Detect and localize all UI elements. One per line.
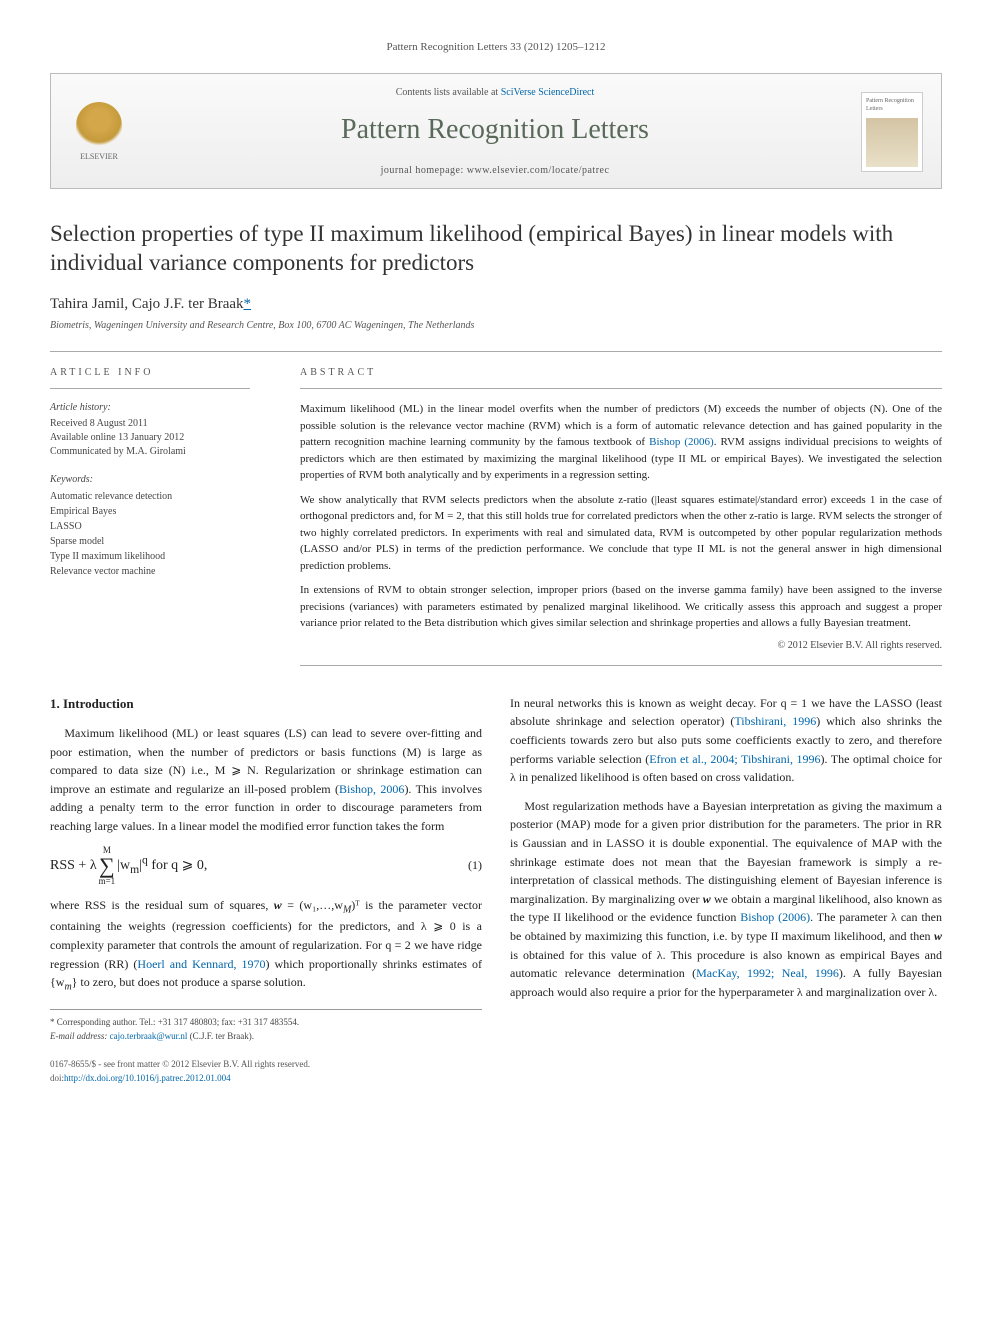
ref-link[interactable]: MacKay, 1992; Neal, 1996: [696, 966, 839, 980]
ref-link[interactable]: Efron et al., 2004; Tibshirani, 1996: [649, 752, 820, 766]
left-column: 1. Introduction Maximum likelihood (ML) …: [50, 694, 482, 1086]
top-citation: Pattern Recognition Letters 33 (2012) 12…: [50, 40, 942, 55]
section-heading: 1. Introduction: [50, 694, 482, 714]
footnotes: * Corresponding author. Tel.: +31 317 48…: [50, 1009, 482, 1044]
article-info-column: ARTICLE INFO Article history: Received 8…: [50, 366, 270, 666]
email-link[interactable]: cajo.terbraak@wur.nl: [110, 1031, 188, 1041]
keyword: Sparse model: [50, 534, 250, 549]
issn-line: 0167-8655/$ - see front matter © 2012 El…: [50, 1058, 482, 1072]
contents-available-line: Contents lists available at SciVerse Sci…: [129, 86, 861, 100]
sciencedirect-link[interactable]: SciVerse ScienceDirect: [501, 87, 595, 98]
doi-label: doi:: [50, 1073, 64, 1083]
keyword: LASSO: [50, 519, 250, 534]
journal-homepage: journal homepage: www.elsevier.com/locat…: [129, 164, 861, 178]
ref-link[interactable]: Bishop, 2006: [339, 782, 404, 796]
bottom-copyright-block: 0167-8655/$ - see front matter © 2012 El…: [50, 1058, 482, 1086]
equation-1: RSS + λM∑m=1|wm|q for q ⩾ 0, (1): [50, 846, 482, 886]
email-footnote: E-mail address: cajo.terbraak@wur.nl (C.…: [50, 1030, 482, 1044]
article-history-label: Article history:: [50, 401, 250, 415]
abstract-body: Maximum likelihood (ML) in the linear mo…: [300, 401, 942, 666]
keyword: Empirical Bayes: [50, 504, 250, 519]
keyword: Automatic relevance detection: [50, 489, 250, 504]
elsevier-logo: ELSEVIER: [69, 97, 129, 167]
journal-header: ELSEVIER Contents lists available at Sci…: [50, 73, 942, 188]
doi-link[interactable]: http://dx.doi.org/10.1016/j.patrec.2012.…: [64, 1073, 231, 1083]
keyword: Type II maximum likelihood: [50, 549, 250, 564]
corresponding-author-marker[interactable]: *: [244, 296, 252, 312]
body-columns: 1. Introduction Maximum likelihood (ML) …: [50, 694, 942, 1086]
keywords-list: Automatic relevance detection Empirical …: [50, 489, 250, 579]
ref-link[interactable]: Hoerl and Kennard, 1970: [137, 957, 265, 971]
corresponding-footnote: * Corresponding author. Tel.: +31 317 48…: [50, 1016, 482, 1030]
keywords-label: Keywords:: [50, 473, 250, 487]
keyword: Relevance vector machine: [50, 564, 250, 579]
ref-link[interactable]: Bishop (2006): [649, 436, 714, 448]
abstract-copyright: © 2012 Elsevier B.V. All rights reserved…: [300, 638, 942, 653]
ref-link[interactable]: Bishop (2006): [740, 910, 810, 924]
ref-link[interactable]: Tibshirani, 1996: [734, 714, 816, 728]
affiliation: Biometris, Wageningen University and Res…: [50, 319, 942, 333]
equation-number: (1): [468, 856, 482, 875]
journal-cover-thumbnail: Pattern Recognition Letters: [861, 92, 923, 172]
abstract-heading: ABSTRACT: [300, 366, 942, 389]
authors-line: Tahira Jamil, Cajo J.F. ter Braak*: [50, 294, 942, 315]
abstract-column: ABSTRACT Maximum likelihood (ML) in the …: [300, 366, 942, 666]
history-received: Received 8 August 2011: [50, 417, 250, 431]
right-column: In neural networks this is known as weig…: [510, 694, 942, 1086]
history-online: Available online 13 January 2012: [50, 431, 250, 445]
history-communicated: Communicated by M.A. Girolami: [50, 445, 250, 459]
article-info-heading: ARTICLE INFO: [50, 366, 250, 389]
journal-name: Pattern Recognition Letters: [129, 110, 861, 149]
article-title: Selection properties of type II maximum …: [50, 219, 942, 279]
metadata-section: ARTICLE INFO Article history: Received 8…: [50, 351, 942, 666]
